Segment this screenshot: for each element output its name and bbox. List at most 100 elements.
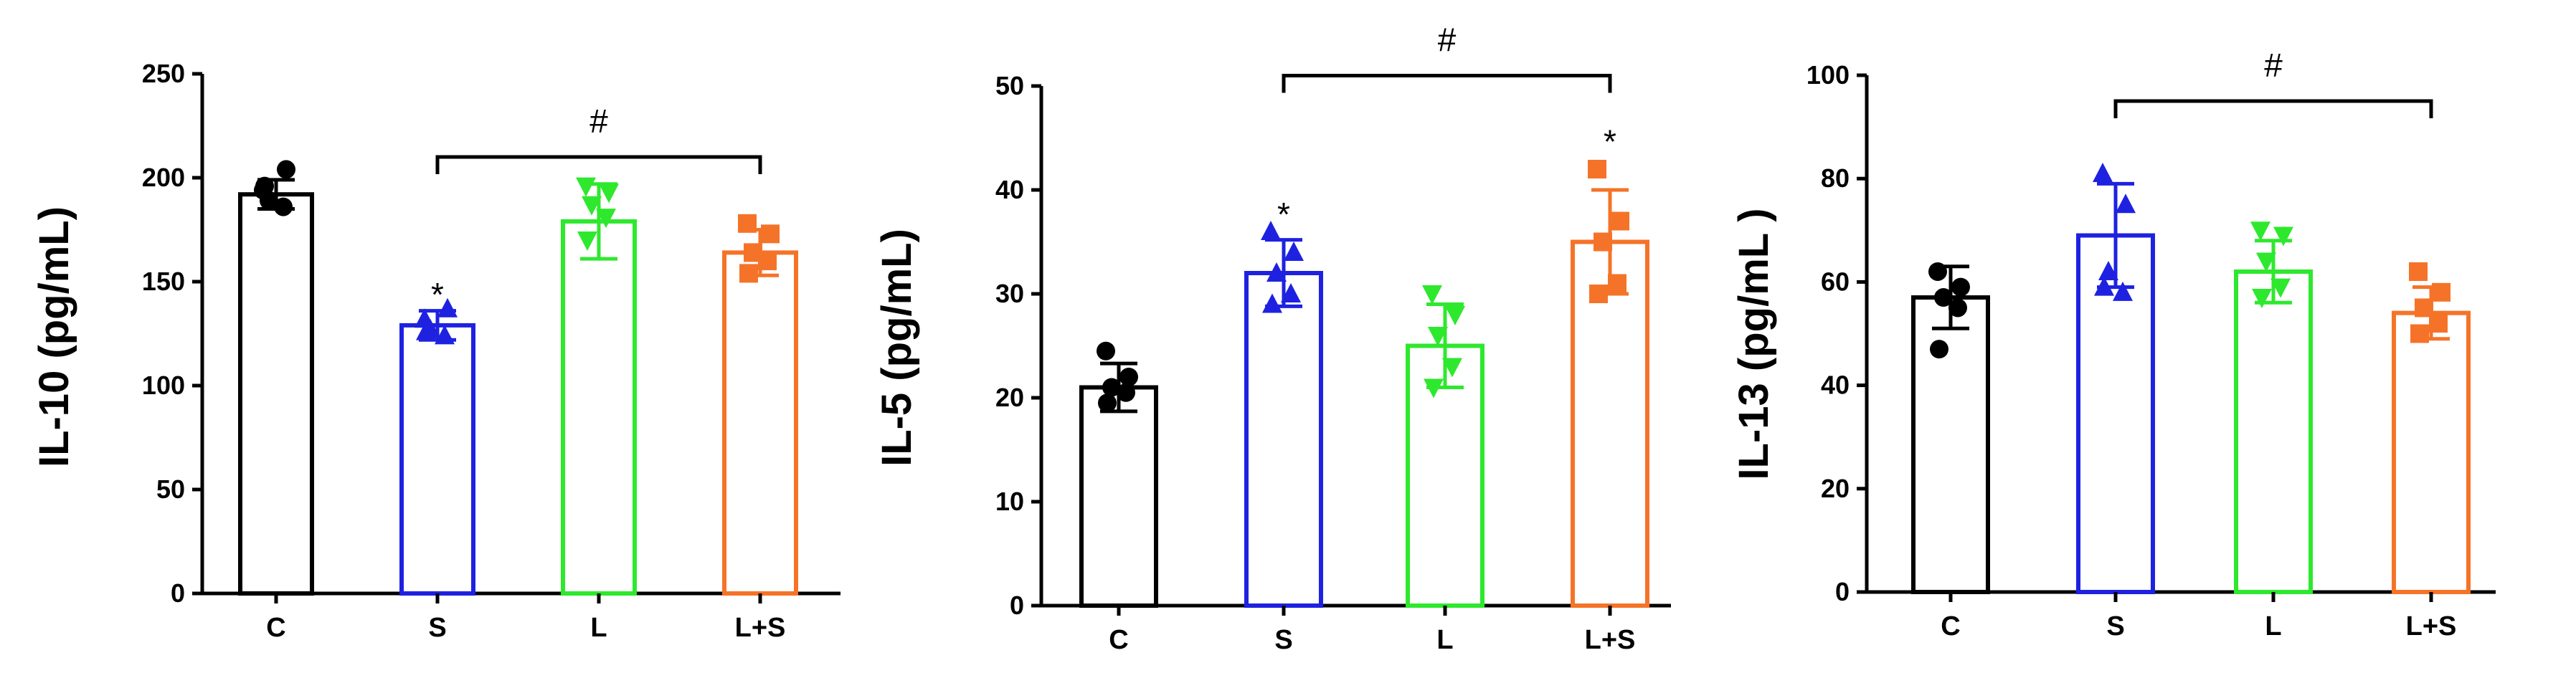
il13-category-label: S — [2106, 611, 2124, 641]
il5-point — [1588, 160, 1606, 178]
il5-bracket — [1282, 74, 1612, 93]
il13-bar-L+S — [2392, 310, 2471, 594]
chart-il10: IL-10 (pg/mL) 0 50 100 150 200 250 C S L L+S # * — [31, 59, 840, 643]
il13-y-tick-label: 20 — [1821, 474, 1850, 503]
il13-y-tick-label: 60 — [1821, 267, 1850, 296]
il10-category-label: L — [590, 613, 607, 643]
il5-point — [1097, 341, 1115, 361]
il10-point — [739, 264, 758, 283]
il13-bracket — [2113, 99, 2433, 119]
chart-il13-marks: 0 20 40 60 80 100 C S L L+S # — [1806, 47, 2471, 641]
il5-y-tick-label: 0 — [1010, 591, 1024, 620]
il13-point — [2093, 162, 2113, 182]
il10-point — [277, 160, 295, 179]
il5-bar-S — [1244, 271, 1323, 608]
il5-bar-L+S — [1571, 239, 1649, 608]
il10-point — [416, 320, 436, 340]
il5-y-tick-label: 40 — [995, 175, 1024, 204]
il5-point — [1428, 327, 1448, 346]
chart-il10-marks: 0 50 100 150 200 250 C S L L+S # * — [142, 59, 798, 643]
il13-y-tick-label: 40 — [1821, 371, 1850, 400]
il5-point — [1261, 221, 1281, 240]
chart-il13: IL-13 (pg/mL ) 0 20 40 60 80 100 C S L L+S # — [1730, 47, 2496, 641]
il10-bar-C — [238, 192, 314, 596]
il5-point — [1422, 285, 1442, 305]
il5-y-tick-label: 50 — [995, 71, 1024, 100]
il10-point — [596, 209, 616, 229]
il10-point — [577, 232, 597, 251]
il5-point — [1284, 242, 1304, 261]
il13-point — [2409, 262, 2428, 281]
il10-category-label: L+S — [735, 613, 786, 643]
il13-point — [2273, 226, 2293, 247]
il13-category-label: C — [1941, 611, 1960, 641]
il13-point — [2098, 260, 2118, 280]
chart-il5-marks: 0 10 20 30 40 50 C S L L+S # * * — [995, 22, 1649, 655]
il10-bracket — [435, 155, 762, 174]
il10-point — [761, 224, 780, 244]
il13-point — [1934, 288, 1953, 307]
il10-point — [599, 183, 619, 204]
il13-bar-S — [2076, 233, 2155, 594]
il13-point — [2256, 252, 2276, 272]
il10-star: * — [431, 276, 444, 313]
il5-star: * — [1277, 196, 1290, 233]
il13-bracket-label: # — [2264, 47, 2283, 84]
il10-bracket-label: # — [589, 102, 608, 140]
il5-point — [1102, 378, 1121, 397]
il10-y-tick-label: 250 — [142, 59, 185, 88]
il10-point — [274, 197, 293, 216]
il10-y-tick-label: 200 — [142, 163, 185, 192]
il13-point — [2252, 289, 2272, 309]
il5-y-tick-label: 10 — [995, 487, 1024, 516]
il5-bracket-label: # — [1438, 22, 1457, 59]
il10-y-tick-label: 50 — [156, 474, 185, 504]
il13-y-tick-label: 100 — [1806, 60, 1850, 90]
chart-il10-ylabel: IL-10 (pg/mL) — [31, 206, 77, 467]
il5-point — [1119, 368, 1138, 386]
il10-category-label: C — [266, 613, 285, 643]
il10-point — [576, 177, 596, 197]
il5-point — [1098, 393, 1117, 413]
il5-bar-C — [1079, 385, 1158, 608]
il13-bar-C — [1911, 295, 1990, 594]
il10-bar-L — [561, 219, 637, 596]
chart-il5-ylabel: IL-5 (pg/mL) — [873, 229, 920, 467]
il5-point — [1611, 211, 1629, 231]
il10-bar-L+S — [722, 250, 798, 596]
il13-category-label: L — [2265, 611, 2281, 641]
il5-category-label: S — [1274, 625, 1292, 655]
il13-point — [2270, 278, 2291, 298]
il10-y-tick-label: 0 — [171, 578, 185, 608]
il13-point — [1951, 277, 1970, 297]
il5-point — [1117, 383, 1135, 402]
il5-category-label: L — [1436, 625, 1453, 655]
chart-il5: IL-5 (pg/mL) 0 10 20 30 40 50 C S L L+S # * * — [873, 22, 1671, 655]
il5-point — [1281, 283, 1301, 302]
il13-point — [1948, 298, 1967, 318]
il13-point — [2116, 194, 2136, 214]
il10-bar-S — [399, 323, 475, 596]
il13-category-label: L+S — [2406, 611, 2457, 641]
il10-point — [582, 196, 602, 216]
il13-y-tick-label: 80 — [1821, 163, 1850, 193]
il10-point — [260, 191, 278, 210]
il13-point — [2250, 221, 2270, 242]
il5-y-tick-label: 20 — [995, 383, 1024, 412]
il5-point — [1445, 306, 1465, 325]
il13-point — [2113, 281, 2133, 301]
il5-category-label: C — [1109, 625, 1128, 655]
il5-point — [1442, 358, 1462, 378]
il13-point — [1930, 340, 1948, 359]
il13-y-tick-label: 0 — [1835, 577, 1850, 606]
chart-il13-ylabel: IL-13 (pg/mL ) — [1730, 208, 1777, 479]
il10-category-label: S — [428, 613, 446, 643]
il13-bar-L — [2234, 269, 2313, 594]
il5-y-tick-label: 30 — [995, 279, 1024, 308]
il5-category-label: L+S — [1585, 625, 1636, 655]
il5-point — [1266, 262, 1287, 282]
il10-y-tick-label: 150 — [142, 267, 185, 296]
il10-y-tick-label: 100 — [142, 371, 185, 400]
il5-star: * — [1604, 123, 1616, 160]
